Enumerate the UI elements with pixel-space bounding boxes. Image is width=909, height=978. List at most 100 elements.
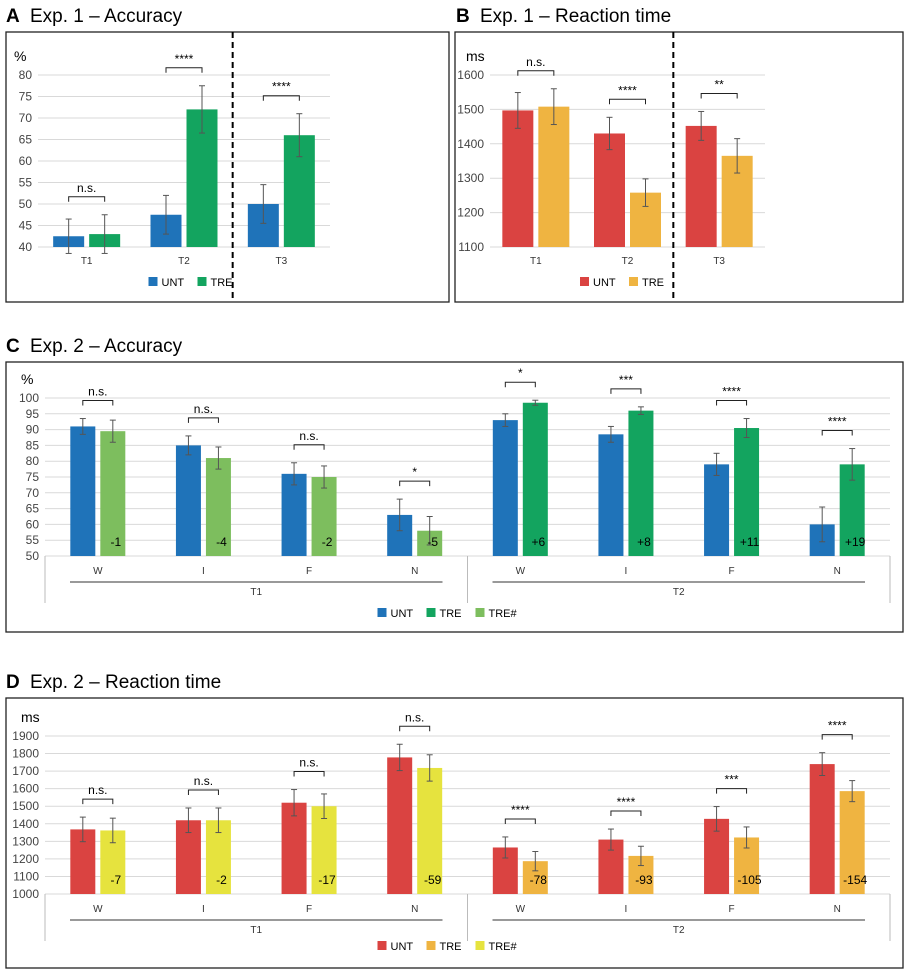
panel-d-sig-label: n.s. xyxy=(194,774,213,788)
panel-c-title: Exp. 2 – Accuracy xyxy=(30,336,183,357)
panel-d-diff-label: -93 xyxy=(635,873,653,887)
panel-c-ytick-label: 100 xyxy=(19,391,39,405)
panel-c-legend-swatch xyxy=(377,608,387,617)
panel-d-legend-label: TRE# xyxy=(489,941,518,953)
panel-c-bar xyxy=(522,402,548,556)
panel-c-legend-label: TRE# xyxy=(489,608,518,620)
panel-a-sig-label: n.s. xyxy=(77,181,96,195)
panel-d-sig-label: n.s. xyxy=(299,756,318,770)
panel-a-ytick-label: 70 xyxy=(19,111,33,125)
panel-d-ylabel: ms xyxy=(21,709,40,725)
panel-d-xtick-label: W xyxy=(516,904,526,915)
panel-c-sig-label: **** xyxy=(828,415,847,429)
panel-c-sig-bracket xyxy=(504,381,536,388)
panel-c-group-label: T2 xyxy=(673,587,685,598)
panel-d-ytick-label: 1200 xyxy=(12,852,39,866)
panel-c-xtick-label: W xyxy=(516,566,526,577)
panel-b-frame xyxy=(454,31,904,303)
panel-d-diff-label: -105 xyxy=(738,873,762,887)
panel-b-letter: B xyxy=(456,6,470,27)
panel-b-ytick-label: 1200 xyxy=(457,206,484,220)
panel-c-sig-label: n.s. xyxy=(88,385,107,399)
panel-a-legend-label: TRE xyxy=(211,277,233,289)
panel-c-bar xyxy=(598,434,624,556)
panel-a-letter: A xyxy=(6,6,20,27)
panel-c-sig-label: n.s. xyxy=(299,429,318,443)
panel-a-ytick-label: 65 xyxy=(19,133,33,147)
panel-c-xtick-label: N xyxy=(834,566,841,577)
panel-c-xtick-label: F xyxy=(729,566,735,577)
panel-b-legend-label: TRE xyxy=(642,277,664,289)
panel-c-sig-label: n.s. xyxy=(194,402,213,416)
panel-a-frame xyxy=(5,31,450,303)
panel-a-title: Exp. 1 – Accuracy xyxy=(30,6,183,27)
panel-c-sig-bracket xyxy=(187,417,219,423)
panel-b-title: Exp. 1 – Reaction time xyxy=(480,6,671,27)
panel-d-ytick-label: 1400 xyxy=(12,817,39,831)
panel-b-sig-label: **** xyxy=(618,83,637,97)
panel-c-ytick-label: 75 xyxy=(26,470,40,484)
panel-d-diff-label: -154 xyxy=(843,873,867,887)
panel-c-legend-label: TRE xyxy=(440,608,462,620)
panel-b-bar xyxy=(502,110,534,247)
panel-b-ytick-label: 1100 xyxy=(458,240,484,254)
panel-d-sig-bracket xyxy=(293,771,325,777)
panel-d-bar xyxy=(387,757,413,894)
panel-b-sig-label: n.s. xyxy=(526,55,545,69)
panel-d-xtick-label: F xyxy=(729,904,735,915)
panel-b-legend-swatch xyxy=(629,277,638,286)
panel-d-legend-swatch xyxy=(475,941,485,950)
panel-d-bar xyxy=(311,806,337,894)
panel-c-bar xyxy=(205,458,231,556)
panel-d-sig-label: n.s. xyxy=(405,710,424,724)
panel-b-sig-bracket xyxy=(609,98,646,105)
panel-c-bar xyxy=(734,428,760,556)
panel-c-legend-swatch xyxy=(475,608,485,617)
panel-c-ytick-label: 85 xyxy=(26,438,40,452)
panel-c-xtick-label: W xyxy=(93,566,103,577)
panel-a-xtick-label: T1 xyxy=(81,256,93,267)
panel-d-sig-label: n.s. xyxy=(88,783,107,797)
panel-c-xtick-label: N xyxy=(411,566,418,577)
panel-c-sig-bracket xyxy=(610,388,642,394)
panel-d-frame xyxy=(5,697,904,969)
panel-b-legend-label: UNT xyxy=(593,277,616,289)
panel-c-sig-bracket xyxy=(716,400,748,406)
panel-c-diff-label: -4 xyxy=(216,535,227,549)
panel-c-diff-label: -1 xyxy=(110,535,121,549)
panel-c-xtick-label: F xyxy=(306,566,312,577)
panel-d-sig-label: **** xyxy=(617,795,636,809)
panel-b-ytick-label: 1300 xyxy=(457,171,484,185)
panel-a-legend-label: UNT xyxy=(162,277,185,289)
panel-d-diff-label: -17 xyxy=(318,873,336,887)
panel-d-title: Exp. 2 – Reaction time xyxy=(30,672,221,693)
panel-c-diff-label: +19 xyxy=(845,535,866,549)
panel-c-ytick-label: 50 xyxy=(26,549,40,563)
panel-d-sig-label: *** xyxy=(725,773,739,787)
panel-c-sig-label: *** xyxy=(619,373,633,387)
panel-a-sig-bracket xyxy=(68,196,106,202)
panel-c-ytick-label: 60 xyxy=(26,517,40,531)
panel-a-ytick-label: 50 xyxy=(19,197,33,211)
panel-d-ytick-label: 1100 xyxy=(13,869,39,883)
panel-d-legend-swatch xyxy=(426,941,436,950)
panel-b-bar xyxy=(594,133,625,247)
panel-d-ytick-label: 1800 xyxy=(12,747,39,761)
panel-c-sig-bracket xyxy=(821,430,853,436)
panel-d-diff-label: -7 xyxy=(110,873,121,887)
panel-d-sig-bracket xyxy=(399,725,431,732)
panel-d-xtick-label: N xyxy=(834,904,841,915)
panel-c-bar xyxy=(704,464,730,556)
panel-b-xtick-label: T2 xyxy=(622,256,634,267)
panel-d-xtick-label: N xyxy=(411,904,418,915)
panel-c-diff-label: +11 xyxy=(740,535,760,549)
panel-d-legend-label: UNT xyxy=(391,941,414,953)
panel-c-bar xyxy=(628,410,654,556)
panel-d-ytick-label: 1000 xyxy=(12,887,39,901)
panel-c-ylabel: % xyxy=(21,371,33,387)
panel-c-frame xyxy=(5,361,904,633)
panel-d-xtick-label: I xyxy=(625,904,628,915)
panel-a-sig-label: **** xyxy=(175,52,194,66)
panel-b-legend-swatch xyxy=(580,277,589,286)
panel-c-ytick-label: 65 xyxy=(26,502,40,516)
